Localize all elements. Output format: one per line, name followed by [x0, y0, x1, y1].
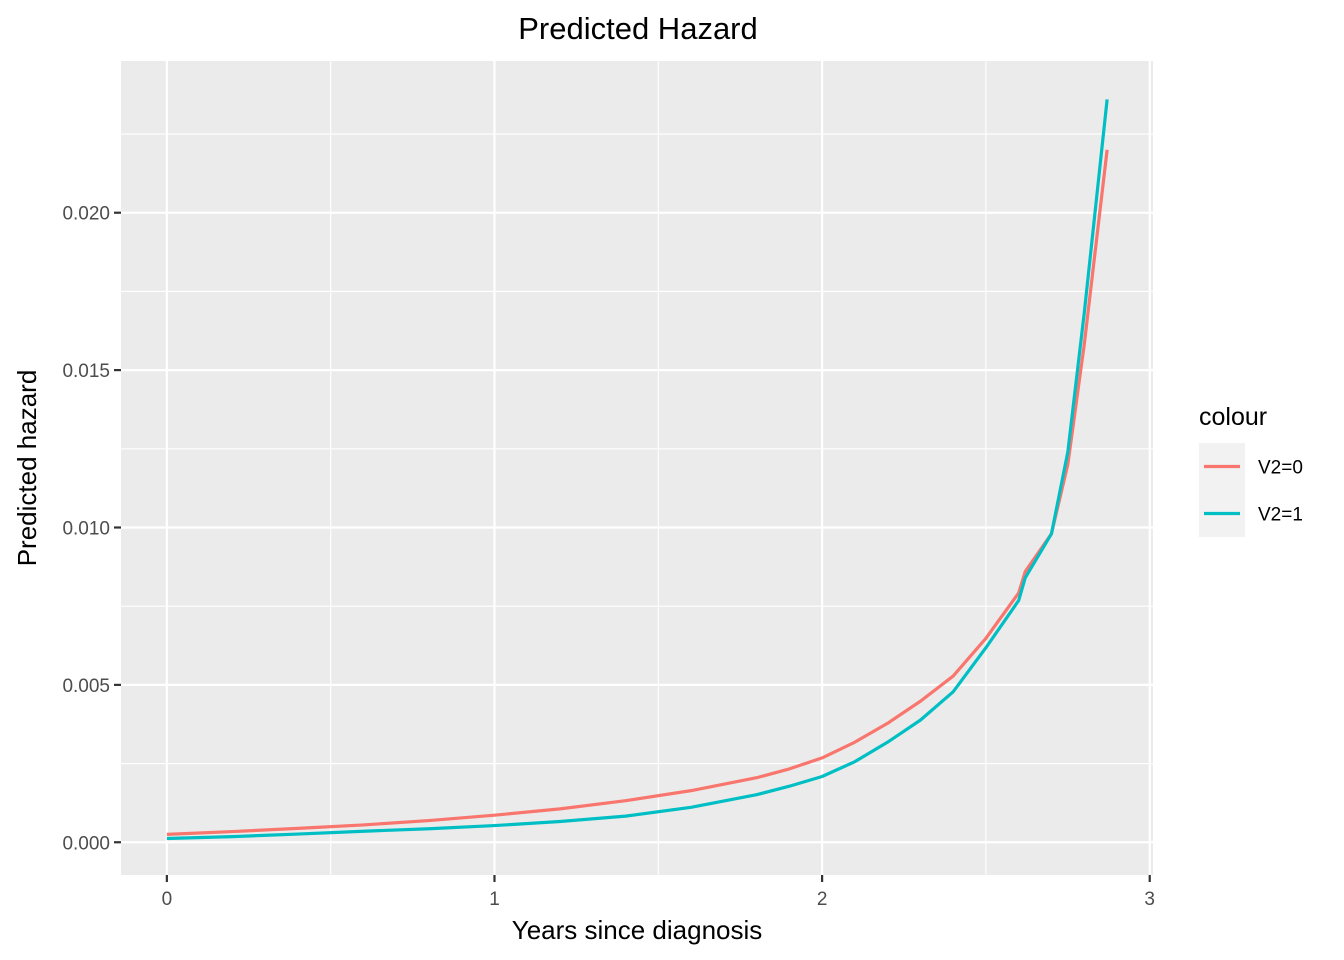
y-axis-title: Predicted hazard	[12, 370, 42, 567]
x-tick-label: 0	[162, 889, 173, 910]
y-tick-label: 0.000	[62, 833, 110, 854]
legend-label: V2=1	[1258, 505, 1303, 526]
y-tick-label: 0.005	[62, 676, 110, 697]
plot-panel	[121, 61, 1153, 875]
x-tick-label: 3	[1144, 889, 1155, 910]
y-tick-label: 0.010	[62, 518, 110, 539]
series-line-v2-0	[166, 149, 1109, 836]
grid-lines	[121, 61, 1153, 875]
chart-title: Predicted Hazard	[518, 11, 758, 46]
axes: 0 1 2 3 0.000 0.005 0.010 0.015 0.020	[62, 204, 1155, 910]
y-tick-label: 0.015	[62, 361, 110, 382]
x-axis-title: Years since diagnosis	[512, 915, 763, 945]
x-tick-label: 1	[489, 889, 500, 910]
legend: colour V2=0 V2=1	[1199, 403, 1303, 537]
x-tick-label: 2	[817, 889, 828, 910]
series-line-v2-1	[166, 99, 1109, 841]
legend-title: colour	[1199, 403, 1267, 431]
y-tick-label: 0.020	[62, 204, 110, 225]
legend-label: V2=0	[1258, 458, 1303, 479]
series-lines	[166, 99, 1109, 841]
